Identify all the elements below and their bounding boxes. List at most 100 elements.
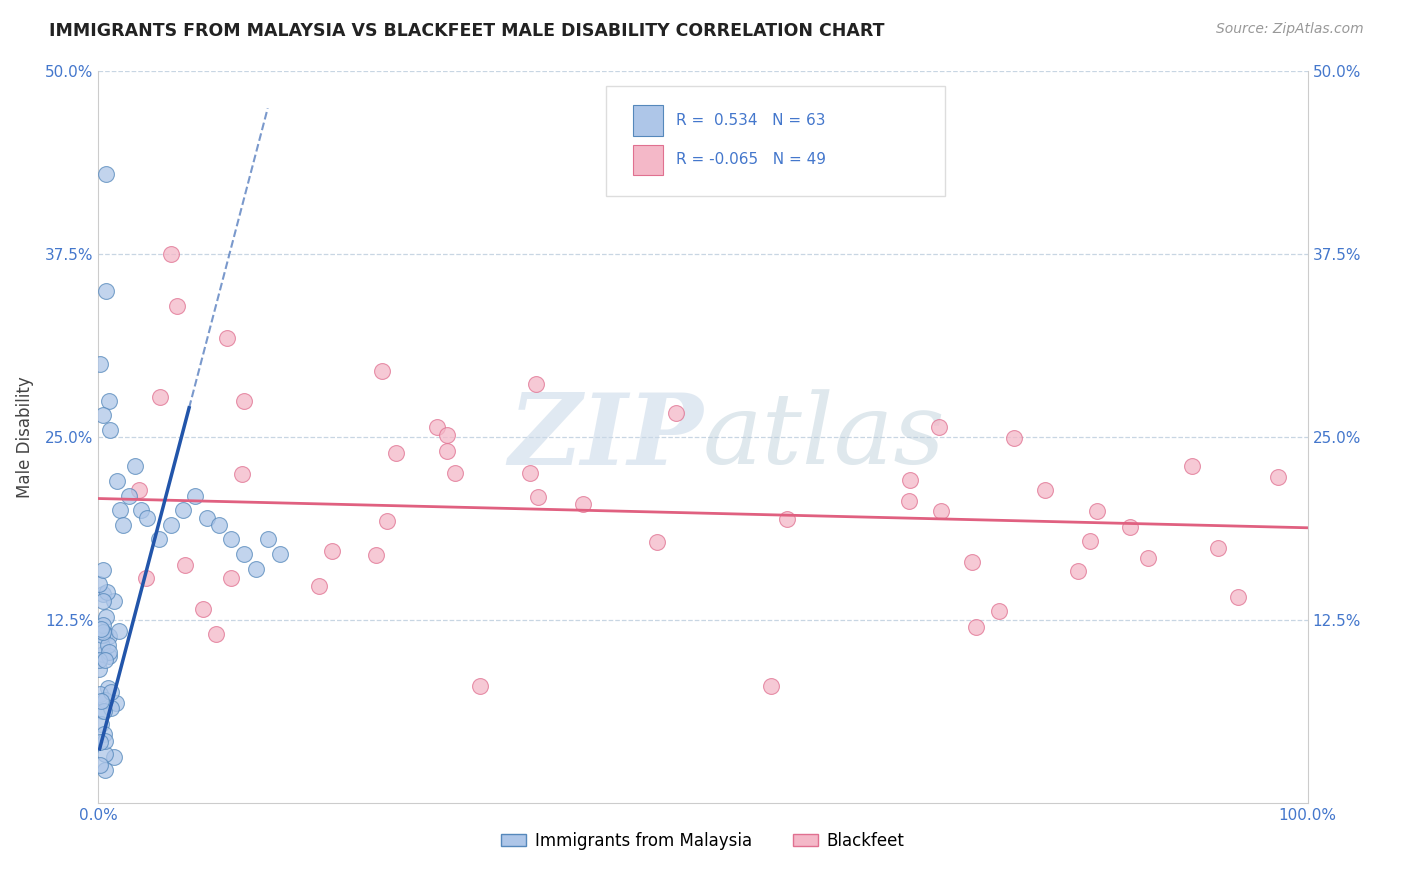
Point	[375, 514, 398, 528]
Point	[443, 467, 465, 481]
Point	[149, 390, 172, 404]
Point	[928, 419, 950, 434]
Point	[97, 645, 120, 659]
Point	[572, 497, 595, 511]
Text: Source: ZipAtlas.com: Source: ZipAtlas.com	[1216, 22, 1364, 37]
Point	[100, 701, 122, 715]
Point	[89, 357, 111, 371]
Point	[124, 459, 146, 474]
Point	[900, 473, 922, 487]
Point	[94, 763, 117, 777]
Point	[1002, 431, 1025, 445]
Point	[174, 558, 197, 573]
Point	[436, 443, 458, 458]
Point	[91, 563, 114, 577]
Point	[232, 393, 254, 408]
Point	[103, 749, 125, 764]
Point	[93, 587, 115, 601]
Point	[90, 622, 112, 636]
Point	[93, 704, 115, 718]
Point	[96, 585, 118, 599]
Point	[90, 639, 112, 653]
Point	[91, 618, 114, 632]
Point	[160, 517, 183, 532]
Text: IMMIGRANTS FROM MALAYSIA VS BLACKFEET MALE DISABILITY CORRELATION CHART: IMMIGRANTS FROM MALAYSIA VS BLACKFEET MA…	[49, 22, 884, 40]
FancyBboxPatch shape	[606, 86, 945, 195]
Point	[90, 704, 112, 718]
Point	[664, 406, 686, 420]
Point	[128, 483, 150, 497]
Point	[148, 533, 170, 547]
Point	[1206, 541, 1229, 555]
Point	[94, 653, 117, 667]
Point	[93, 727, 115, 741]
Point	[308, 579, 330, 593]
Point	[135, 571, 157, 585]
Point	[221, 572, 243, 586]
Point	[1267, 470, 1289, 484]
Point	[1033, 483, 1056, 498]
Point	[93, 594, 115, 608]
Point	[1119, 520, 1142, 534]
Text: atlas: atlas	[703, 390, 946, 484]
Point	[91, 408, 114, 422]
Point	[105, 474, 128, 488]
Point	[232, 547, 254, 561]
Point	[93, 627, 115, 641]
Point	[426, 420, 449, 434]
Point	[94, 610, 117, 624]
Point	[205, 627, 228, 641]
FancyBboxPatch shape	[633, 145, 664, 175]
Point	[96, 167, 118, 181]
Point	[91, 647, 114, 661]
Point	[385, 446, 408, 460]
Point	[93, 624, 115, 639]
Point	[89, 652, 111, 666]
Point	[1067, 565, 1090, 579]
Point	[103, 594, 125, 608]
FancyBboxPatch shape	[633, 105, 664, 136]
Point	[118, 489, 141, 503]
Point	[468, 679, 491, 693]
Point	[108, 503, 131, 517]
Point	[776, 512, 799, 526]
Point	[364, 548, 387, 562]
Point	[321, 544, 343, 558]
Point	[195, 510, 218, 524]
Point	[221, 533, 243, 547]
Point	[129, 503, 152, 517]
Point	[98, 393, 121, 408]
Point	[1181, 458, 1204, 473]
Point	[87, 577, 110, 591]
Point	[87, 662, 110, 676]
Point	[245, 562, 267, 576]
Point	[269, 547, 291, 561]
Y-axis label: Male Disability: Male Disability	[15, 376, 34, 498]
Point	[172, 503, 194, 517]
Point	[1227, 591, 1250, 605]
Point	[436, 427, 458, 442]
Point	[98, 630, 121, 644]
Point	[231, 467, 253, 481]
Point	[988, 604, 1011, 618]
Point	[759, 679, 782, 693]
Point	[135, 510, 157, 524]
Point	[94, 284, 117, 298]
Point	[90, 716, 112, 731]
Point	[100, 685, 122, 699]
Text: ZIP: ZIP	[508, 389, 703, 485]
Point	[89, 687, 111, 701]
Point	[1137, 551, 1160, 566]
Point	[519, 466, 541, 480]
Point	[256, 533, 278, 547]
Point	[960, 555, 983, 569]
Point	[89, 757, 111, 772]
Point	[371, 364, 394, 378]
Point	[929, 504, 952, 518]
Point	[94, 747, 117, 761]
Point	[89, 735, 111, 749]
Point	[100, 423, 122, 437]
Point	[111, 517, 134, 532]
Point	[107, 624, 129, 639]
Point	[965, 620, 987, 634]
